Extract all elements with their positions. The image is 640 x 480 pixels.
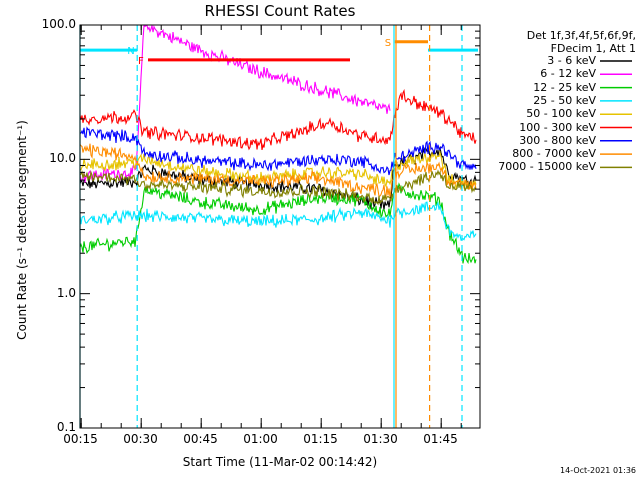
legend-label: 100 - 300 keV	[519, 120, 596, 134]
series-line-6	[80, 126, 477, 176]
chart-legend-group	[600, 60, 632, 169]
series-line-0	[79, 145, 477, 210]
series-line-2	[79, 182, 477, 265]
series-line-3	[79, 201, 477, 241]
legend-label: 6 - 12 keV	[540, 67, 596, 81]
x-tick-label: 01:30	[363, 432, 398, 446]
legend-label: 7000 - 15000 keV	[498, 160, 596, 174]
legend-label: 3 - 6 keV	[547, 54, 596, 67]
y-tick-label: 0.1	[56, 420, 76, 434]
legend-header-line-1: Det 1f,3f,4f,5f,6f,9f,	[526, 29, 636, 42]
y-tick-label: 10.0	[49, 151, 76, 166]
legend-label: 12 - 25 keV	[533, 80, 596, 94]
series-line-5	[79, 88, 477, 151]
x-tick-label: 01:00	[243, 432, 278, 446]
y-tick-label: 1.0	[56, 285, 76, 300]
legend-label: 50 - 100 keV	[526, 107, 596, 121]
y-axis-label: Count Rate (s⁻¹ detector segment⁻¹)	[15, 120, 29, 340]
chart-series-group	[79, 24, 477, 265]
legend-header: Det 1f,3f,4f,5f,6f,9f, FDecim 1, Att 1	[486, 29, 636, 55]
footer-timestamp: 14-Oct-2021 01:36	[560, 466, 636, 475]
legend-label: 25 - 50 keV	[533, 93, 596, 107]
legend-label: 300 - 800 keV	[519, 133, 596, 147]
chart-flags-group: NF S	[80, 38, 478, 67]
y-tick-label: 100.0	[41, 17, 76, 31]
plot-frame	[79, 24, 481, 429]
chart-vertical-lines-group	[79, 25, 463, 428]
chart-title: RHESSI Count Rates	[204, 2, 356, 20]
x-tick-label: 01:15	[303, 432, 338, 446]
legend-label: 800 - 7000 keV	[512, 147, 596, 161]
x-tick-label: 00:15	[63, 432, 98, 446]
series-line-7	[79, 143, 477, 198]
x-axis-label: Start Time (11-Mar-02 00:14:42)	[182, 455, 378, 469]
legend-header-line-2: FDecim 1, Att 1	[550, 42, 636, 55]
series-line-8	[79, 169, 477, 206]
flag-label-F: F	[138, 56, 144, 67]
flag-label-N: N	[127, 46, 134, 57]
x-tick-label: 00:30	[123, 432, 158, 446]
chart-axes-group	[79, 24, 481, 429]
flag-label-S: S	[385, 38, 391, 49]
x-tick-label: 00:45	[183, 432, 218, 446]
series-line-1	[79, 24, 391, 183]
x-tick-label: 01:45	[423, 432, 458, 446]
